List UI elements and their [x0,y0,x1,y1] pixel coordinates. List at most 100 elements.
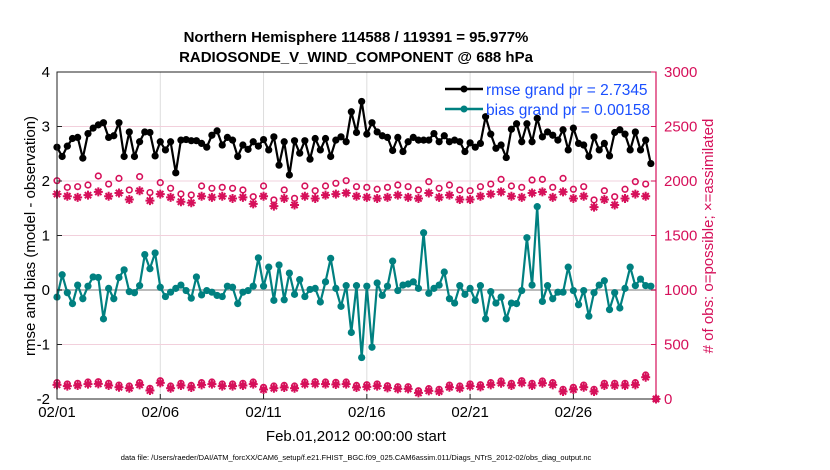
obs-assimilated-marker [310,379,320,389]
obs-assimilated-marker [259,191,269,201]
obs-assimilated-marker [62,191,72,201]
obs-assimilated-marker [145,385,155,395]
y-right-tick-label: 0 [664,391,672,408]
obs-assimilated-marker [321,379,331,389]
bias-point [146,265,154,273]
bias-point [197,291,206,299]
obs-assimilated-marker [217,191,227,201]
obs-assimilated-marker [589,202,599,212]
obs-possible-marker [404,183,412,191]
obs-assimilated-marker [207,379,217,389]
rmse-point [151,152,159,160]
obs-assimilated-marker [506,191,516,201]
rmse-point [136,138,144,146]
rmse-point [239,141,247,149]
bias-point [373,279,381,287]
bias-point [512,300,521,308]
bias-point [538,297,546,306]
obs-assimilated-marker [269,383,279,393]
rmse-point [89,124,97,132]
obs-assimilated-marker [610,200,620,210]
obs-assimilated-marker [93,187,103,197]
obs-assimilated-marker [176,197,186,207]
y-right-tick-label: 1000 [664,282,697,299]
bias-point [234,300,242,308]
obs-possible-marker [332,179,340,187]
rmse-point [213,127,221,135]
rmse-point [616,126,624,134]
obs-assimilated-marker [290,200,300,210]
obs-assimilated-marker [599,195,609,205]
rmse-point [228,136,237,144]
obs-possible-marker [456,186,464,194]
bias-point [569,286,577,295]
rmse-point [605,152,614,160]
bias-point [296,276,304,284]
obs-assimilated-marker [548,380,558,390]
obs-assimilated-marker [579,191,589,201]
bias-point [476,282,485,290]
bias-point [347,328,355,337]
bias-point [481,315,490,323]
bias-point [595,281,603,289]
bias-point [435,281,443,289]
rmse-point [316,146,324,154]
obs-possible-marker [518,183,526,191]
rmse-point [358,97,366,106]
obs-possible-marker [156,179,164,187]
bias-point [342,282,350,290]
obs-possible-marker [63,183,71,191]
obs-possible-marker [528,176,536,184]
bias-point [99,315,108,323]
rmse-point [270,133,278,141]
obs-assimilated-marker [228,193,238,203]
obs-assimilated-marker [527,188,537,198]
y-axis-left-label: rmse and bias (model - observation) [22,116,39,356]
rmse-point [497,141,505,149]
bias-point [564,263,572,271]
rmse-point [461,147,469,156]
obs-assimilated-marker [238,192,248,202]
rmse-point [487,130,495,138]
obs-possible-marker [621,185,629,193]
obs-assimilated-marker [145,196,155,206]
obs-assimilated-marker [434,386,444,396]
rmse-point [84,129,92,138]
obs-assimilated-marker [238,380,248,390]
bias-point [130,289,139,297]
bias-point [275,261,283,269]
rmse-point [120,152,128,161]
obs-possible-marker [497,175,505,183]
obs-possible-marker [363,183,371,191]
obs-possible-marker [559,174,567,182]
obs-assimilated-marker [620,380,630,390]
obs-possible-marker [259,182,268,190]
bias-point [161,292,170,301]
obs-possible-marker [507,182,516,190]
bias-point [456,282,464,290]
rmse-point [404,138,412,146]
obs-assimilated-marker [475,191,485,201]
rmse-point [285,171,293,179]
obs-assimilated-marker [341,188,351,198]
rmse-point [420,136,428,144]
x-axis-label: Feb.01,2012 00:00:00 start [266,428,447,445]
rmse-point [167,138,175,146]
rmse-point [523,120,531,128]
obs-possible-marker [115,174,123,182]
rmse-point [337,133,345,141]
obs-assimilated-marker [248,379,258,389]
bias-point [574,301,583,309]
bias-point [647,282,655,290]
rmse-point [110,132,118,140]
rmse-point [389,146,397,155]
chart-title-line-2: RADIOSONDE_V_WIND_COMPONENT @ 688 hPa [179,49,534,66]
bias-point [549,295,557,303]
y-right-tick-label: 3000 [664,64,697,81]
y-left-tick-label: 2 [42,173,50,190]
rmse-point [58,152,66,161]
obs-assimilated-marker [155,189,165,199]
obs-assimilated-marker [403,192,413,202]
rmse-point [528,138,536,146]
